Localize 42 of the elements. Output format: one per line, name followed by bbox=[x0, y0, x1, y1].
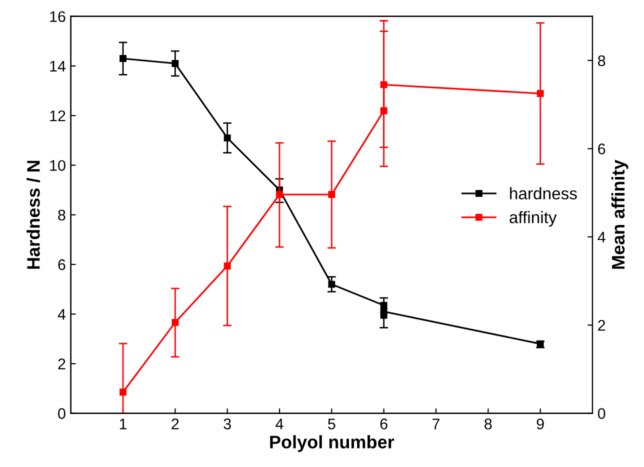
point bbox=[380, 302, 388, 309]
point bbox=[380, 107, 388, 114]
point bbox=[224, 262, 231, 270]
legend-label: hardness bbox=[510, 187, 577, 200]
point bbox=[380, 81, 388, 88]
x-tick-label: 8 bbox=[484, 418, 492, 430]
point bbox=[224, 134, 231, 142]
y-tick-label: 6 bbox=[58, 259, 66, 270]
x-tick-label: 4 bbox=[276, 418, 284, 430]
y-tick-label: 4 bbox=[58, 309, 66, 320]
x-tick-label: 9 bbox=[536, 418, 544, 430]
y-tick-label: 2 bbox=[58, 358, 66, 370]
point bbox=[120, 388, 126, 396]
point bbox=[328, 280, 336, 288]
y2-tick-label: 4 bbox=[598, 232, 606, 242]
point bbox=[172, 318, 179, 326]
point bbox=[536, 90, 544, 98]
x-tick-label: 5 bbox=[328, 418, 336, 430]
point bbox=[120, 55, 126, 62]
y-tick-label: 12 bbox=[50, 110, 66, 122]
y-tick-label: 16 bbox=[50, 11, 66, 22]
point bbox=[172, 60, 179, 67]
point bbox=[380, 308, 388, 316]
y2-tick-label: 2 bbox=[598, 320, 606, 331]
y-tick-label: 8 bbox=[58, 210, 66, 221]
x-tick-label: 1 bbox=[120, 418, 127, 430]
y-tick-label: 14 bbox=[50, 60, 66, 72]
x-tick-label: 7 bbox=[432, 418, 440, 430]
y-tick-label: 10 bbox=[50, 160, 66, 171]
x-axis-title: Polyol number bbox=[270, 435, 394, 452]
point bbox=[328, 191, 336, 198]
x-tick-label: 2 bbox=[172, 418, 179, 430]
y2-tick-label: 0 bbox=[598, 408, 606, 419]
legend-label: affinity bbox=[510, 211, 557, 227]
y2-tick-label: 8 bbox=[598, 55, 606, 66]
y-axis-title: Hardness / N bbox=[26, 160, 40, 269]
x-tick-label: 6 bbox=[380, 418, 388, 430]
y2-axis-title: Mean affinity bbox=[611, 160, 628, 269]
x-tick-label: 3 bbox=[224, 418, 231, 430]
point bbox=[276, 191, 283, 198]
y2-tick-label: 6 bbox=[598, 144, 606, 154]
y-tick-label: 0 bbox=[58, 408, 66, 419]
